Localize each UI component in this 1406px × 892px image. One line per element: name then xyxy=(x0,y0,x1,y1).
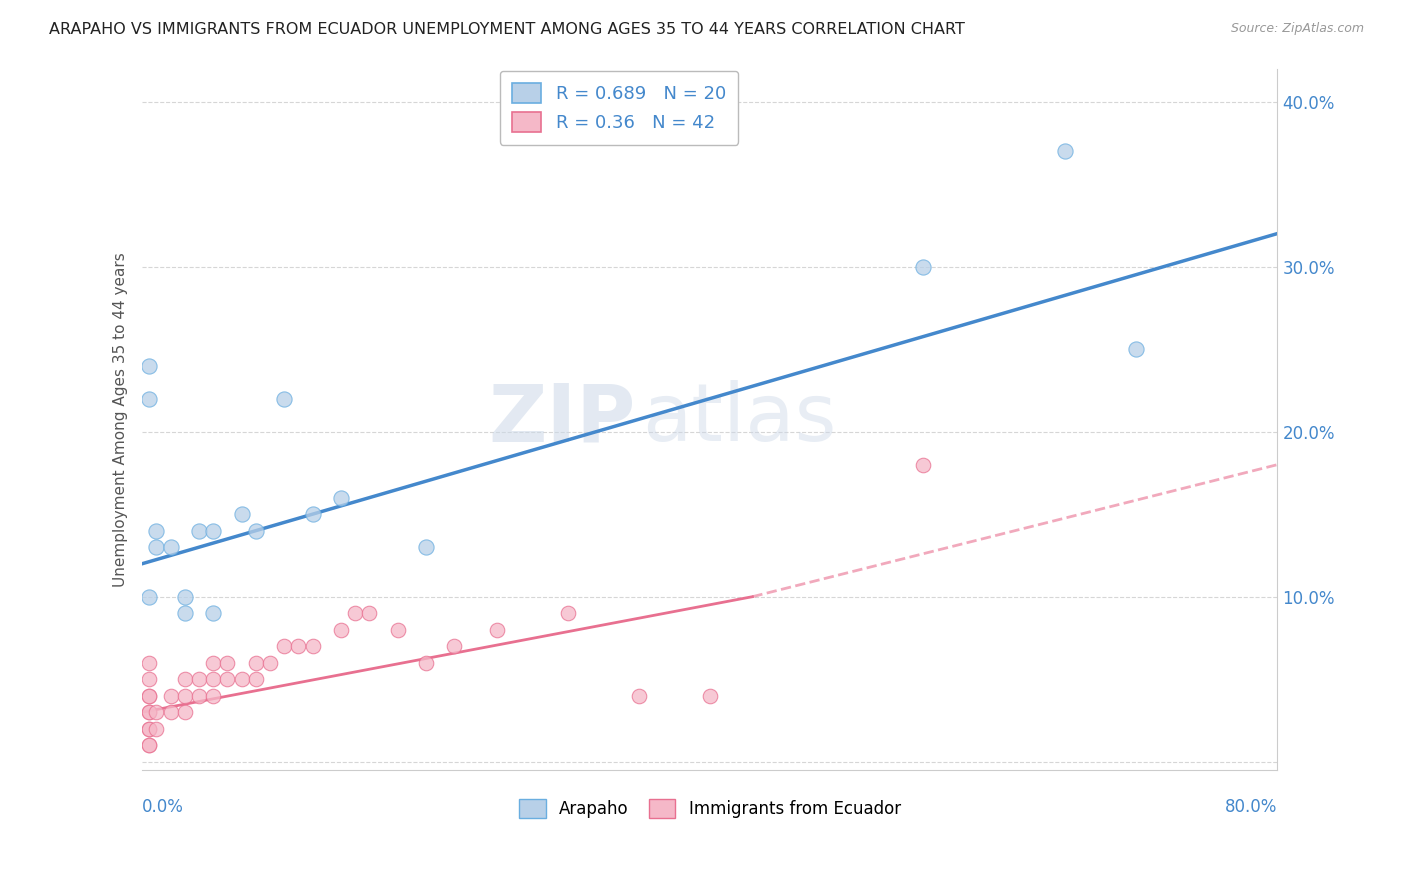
Point xyxy=(173,689,195,703)
Point xyxy=(138,705,160,719)
Point xyxy=(245,672,267,686)
Point xyxy=(344,606,367,620)
Point xyxy=(159,689,181,703)
Point xyxy=(387,623,409,637)
Point xyxy=(145,722,167,736)
Point xyxy=(329,623,352,637)
Point xyxy=(138,689,160,703)
Point xyxy=(202,672,225,686)
Point xyxy=(557,606,579,620)
Legend: Arapaho, Immigrants from Ecuador: Arapaho, Immigrants from Ecuador xyxy=(512,793,907,825)
Point xyxy=(138,722,160,736)
Point xyxy=(138,590,160,604)
Point xyxy=(301,507,323,521)
Point xyxy=(443,639,465,653)
Point xyxy=(138,656,160,670)
Point xyxy=(138,705,160,719)
Point xyxy=(145,540,167,554)
Point xyxy=(231,672,253,686)
Point xyxy=(138,359,160,373)
Point xyxy=(202,689,225,703)
Point xyxy=(273,392,295,406)
Point xyxy=(911,260,934,274)
Point xyxy=(202,656,225,670)
Text: atlas: atlas xyxy=(641,380,837,458)
Point xyxy=(329,491,352,505)
Point xyxy=(173,590,195,604)
Point xyxy=(1053,144,1076,158)
Point xyxy=(415,656,437,670)
Text: 0.0%: 0.0% xyxy=(142,798,184,816)
Text: ARAPAHO VS IMMIGRANTS FROM ECUADOR UNEMPLOYMENT AMONG AGES 35 TO 44 YEARS CORREL: ARAPAHO VS IMMIGRANTS FROM ECUADOR UNEMP… xyxy=(49,22,965,37)
Point xyxy=(273,639,295,653)
Point xyxy=(188,689,211,703)
Point xyxy=(627,689,650,703)
Point xyxy=(202,524,225,538)
Point xyxy=(145,705,167,719)
Point xyxy=(188,524,211,538)
Point xyxy=(699,689,721,703)
Point xyxy=(159,540,181,554)
Point xyxy=(173,672,195,686)
Point xyxy=(138,392,160,406)
Text: Source: ZipAtlas.com: Source: ZipAtlas.com xyxy=(1230,22,1364,36)
Point xyxy=(159,705,181,719)
Point xyxy=(231,507,253,521)
Point xyxy=(138,689,160,703)
Point xyxy=(138,738,160,752)
Point xyxy=(188,672,211,686)
Point xyxy=(911,458,934,472)
Point xyxy=(359,606,381,620)
Point xyxy=(486,623,509,637)
Y-axis label: Unemployment Among Ages 35 to 44 years: Unemployment Among Ages 35 to 44 years xyxy=(114,252,128,587)
Point xyxy=(138,722,160,736)
Point xyxy=(217,656,239,670)
Point xyxy=(287,639,309,653)
Point xyxy=(415,540,437,554)
Point xyxy=(145,524,167,538)
Text: ZIP: ZIP xyxy=(489,380,636,458)
Text: 80.0%: 80.0% xyxy=(1225,798,1278,816)
Point xyxy=(202,606,225,620)
Point xyxy=(173,606,195,620)
Point xyxy=(259,656,281,670)
Point xyxy=(301,639,323,653)
Point xyxy=(173,705,195,719)
Point xyxy=(1125,342,1147,356)
Point xyxy=(245,656,267,670)
Point xyxy=(245,524,267,538)
Point xyxy=(217,672,239,686)
Point xyxy=(138,738,160,752)
Point xyxy=(138,672,160,686)
